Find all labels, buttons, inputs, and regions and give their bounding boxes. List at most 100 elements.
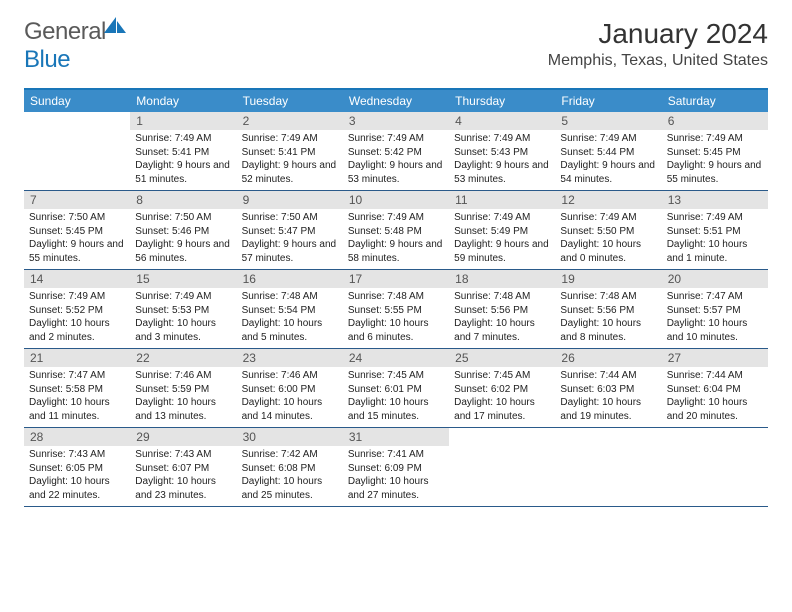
day-cell: 26Sunrise: 7:44 AMSunset: 6:03 PMDayligh…	[555, 349, 661, 427]
day-number: 22	[130, 349, 236, 367]
day-cell: 31Sunrise: 7:41 AMSunset: 6:09 PMDayligh…	[343, 428, 449, 506]
day-cell: 11Sunrise: 7:49 AMSunset: 5:49 PMDayligh…	[449, 191, 555, 269]
day-cell	[449, 428, 555, 506]
day-number: 14	[24, 270, 130, 288]
day-number-empty	[662, 428, 768, 446]
brand-part1: General	[24, 18, 106, 45]
day-cell: 23Sunrise: 7:46 AMSunset: 6:00 PMDayligh…	[237, 349, 343, 427]
day-number: 4	[449, 112, 555, 130]
day-number: 29	[130, 428, 236, 446]
day-number: 9	[237, 191, 343, 209]
day-cell: 18Sunrise: 7:48 AMSunset: 5:56 PMDayligh…	[449, 270, 555, 348]
day-details: Sunrise: 7:50 AMSunset: 5:45 PMDaylight:…	[24, 209, 130, 269]
day-cell: 22Sunrise: 7:46 AMSunset: 5:59 PMDayligh…	[130, 349, 236, 427]
day-number: 3	[343, 112, 449, 130]
day-number: 5	[555, 112, 661, 130]
calendar-weeks: 1Sunrise: 7:49 AMSunset: 5:41 PMDaylight…	[24, 112, 768, 507]
day-details: Sunrise: 7:50 AMSunset: 5:46 PMDaylight:…	[130, 209, 236, 269]
day-cell: 15Sunrise: 7:49 AMSunset: 5:53 PMDayligh…	[130, 270, 236, 348]
weekday-header: Saturday	[662, 90, 768, 112]
weekday-header: Monday	[130, 90, 236, 112]
location-subtitle: Memphis, Texas, United States	[548, 52, 768, 70]
day-cell: 27Sunrise: 7:44 AMSunset: 6:04 PMDayligh…	[662, 349, 768, 427]
day-number: 8	[130, 191, 236, 209]
day-number: 30	[237, 428, 343, 446]
day-cell: 30Sunrise: 7:42 AMSunset: 6:08 PMDayligh…	[237, 428, 343, 506]
day-cell: 2Sunrise: 7:49 AMSunset: 5:41 PMDaylight…	[237, 112, 343, 190]
day-number-empty	[24, 112, 130, 130]
brand-logo: GeneralBlue	[24, 18, 126, 74]
calendar-week: 7Sunrise: 7:50 AMSunset: 5:45 PMDaylight…	[24, 191, 768, 270]
day-details: Sunrise: 7:47 AMSunset: 5:58 PMDaylight:…	[24, 367, 130, 427]
day-details: Sunrise: 7:49 AMSunset: 5:41 PMDaylight:…	[130, 130, 236, 190]
day-number: 27	[662, 349, 768, 367]
title-block: January 2024 Memphis, Texas, United Stat…	[548, 18, 768, 70]
day-details: Sunrise: 7:49 AMSunset: 5:53 PMDaylight:…	[130, 288, 236, 348]
page-header: GeneralBlue January 2024 Memphis, Texas,…	[0, 0, 792, 82]
month-title: January 2024	[548, 18, 768, 50]
day-cell: 7Sunrise: 7:50 AMSunset: 5:45 PMDaylight…	[24, 191, 130, 269]
day-cell: 3Sunrise: 7:49 AMSunset: 5:42 PMDaylight…	[343, 112, 449, 190]
day-number: 17	[343, 270, 449, 288]
day-details: Sunrise: 7:44 AMSunset: 6:03 PMDaylight:…	[555, 367, 661, 427]
day-cell	[24, 112, 130, 190]
day-number: 13	[662, 191, 768, 209]
day-details: Sunrise: 7:49 AMSunset: 5:42 PMDaylight:…	[343, 130, 449, 190]
day-cell: 1Sunrise: 7:49 AMSunset: 5:41 PMDaylight…	[130, 112, 236, 190]
calendar-week: 21Sunrise: 7:47 AMSunset: 5:58 PMDayligh…	[24, 349, 768, 428]
day-details: Sunrise: 7:49 AMSunset: 5:51 PMDaylight:…	[662, 209, 768, 269]
day-details: Sunrise: 7:47 AMSunset: 5:57 PMDaylight:…	[662, 288, 768, 348]
day-details: Sunrise: 7:49 AMSunset: 5:52 PMDaylight:…	[24, 288, 130, 348]
day-details: Sunrise: 7:41 AMSunset: 6:09 PMDaylight:…	[343, 446, 449, 506]
day-details: Sunrise: 7:46 AMSunset: 5:59 PMDaylight:…	[130, 367, 236, 427]
day-details: Sunrise: 7:49 AMSunset: 5:49 PMDaylight:…	[449, 209, 555, 269]
day-number: 25	[449, 349, 555, 367]
day-cell: 19Sunrise: 7:48 AMSunset: 5:56 PMDayligh…	[555, 270, 661, 348]
day-details: Sunrise: 7:43 AMSunset: 6:05 PMDaylight:…	[24, 446, 130, 506]
day-cell: 13Sunrise: 7:49 AMSunset: 5:51 PMDayligh…	[662, 191, 768, 269]
day-cell: 9Sunrise: 7:50 AMSunset: 5:47 PMDaylight…	[237, 191, 343, 269]
weekday-header: Sunday	[24, 90, 130, 112]
day-cell	[662, 428, 768, 506]
day-details: Sunrise: 7:49 AMSunset: 5:43 PMDaylight:…	[449, 130, 555, 190]
day-cell	[555, 428, 661, 506]
day-number: 16	[237, 270, 343, 288]
day-cell: 16Sunrise: 7:48 AMSunset: 5:54 PMDayligh…	[237, 270, 343, 348]
day-number: 19	[555, 270, 661, 288]
day-details: Sunrise: 7:42 AMSunset: 6:08 PMDaylight:…	[237, 446, 343, 506]
day-details: Sunrise: 7:49 AMSunset: 5:50 PMDaylight:…	[555, 209, 661, 269]
calendar-week: 28Sunrise: 7:43 AMSunset: 6:05 PMDayligh…	[24, 428, 768, 507]
day-details: Sunrise: 7:49 AMSunset: 5:45 PMDaylight:…	[662, 130, 768, 190]
day-number: 10	[343, 191, 449, 209]
day-details: Sunrise: 7:48 AMSunset: 5:54 PMDaylight:…	[237, 288, 343, 348]
day-number: 20	[662, 270, 768, 288]
weekday-header: Friday	[555, 90, 661, 112]
weekday-header: Thursday	[449, 90, 555, 112]
day-details: Sunrise: 7:46 AMSunset: 6:00 PMDaylight:…	[237, 367, 343, 427]
day-number-empty	[555, 428, 661, 446]
day-number: 11	[449, 191, 555, 209]
day-cell: 14Sunrise: 7:49 AMSunset: 5:52 PMDayligh…	[24, 270, 130, 348]
calendar-week: 1Sunrise: 7:49 AMSunset: 5:41 PMDaylight…	[24, 112, 768, 191]
weekday-header-row: SundayMondayTuesdayWednesdayThursdayFrid…	[24, 90, 768, 112]
day-number: 24	[343, 349, 449, 367]
day-details: Sunrise: 7:49 AMSunset: 5:48 PMDaylight:…	[343, 209, 449, 269]
day-details: Sunrise: 7:50 AMSunset: 5:47 PMDaylight:…	[237, 209, 343, 269]
weekday-header: Wednesday	[343, 90, 449, 112]
day-number: 21	[24, 349, 130, 367]
day-cell: 6Sunrise: 7:49 AMSunset: 5:45 PMDaylight…	[662, 112, 768, 190]
day-details: Sunrise: 7:48 AMSunset: 5:56 PMDaylight:…	[449, 288, 555, 348]
day-number: 28	[24, 428, 130, 446]
brand-name: GeneralBlue	[24, 18, 126, 74]
day-cell: 5Sunrise: 7:49 AMSunset: 5:44 PMDaylight…	[555, 112, 661, 190]
day-cell: 8Sunrise: 7:50 AMSunset: 5:46 PMDaylight…	[130, 191, 236, 269]
day-details: Sunrise: 7:49 AMSunset: 5:41 PMDaylight:…	[237, 130, 343, 190]
day-number: 18	[449, 270, 555, 288]
day-details: Sunrise: 7:48 AMSunset: 5:55 PMDaylight:…	[343, 288, 449, 348]
day-number: 7	[24, 191, 130, 209]
day-cell: 17Sunrise: 7:48 AMSunset: 5:55 PMDayligh…	[343, 270, 449, 348]
day-cell: 21Sunrise: 7:47 AMSunset: 5:58 PMDayligh…	[24, 349, 130, 427]
day-number: 6	[662, 112, 768, 130]
day-details: Sunrise: 7:45 AMSunset: 6:01 PMDaylight:…	[343, 367, 449, 427]
day-number: 23	[237, 349, 343, 367]
